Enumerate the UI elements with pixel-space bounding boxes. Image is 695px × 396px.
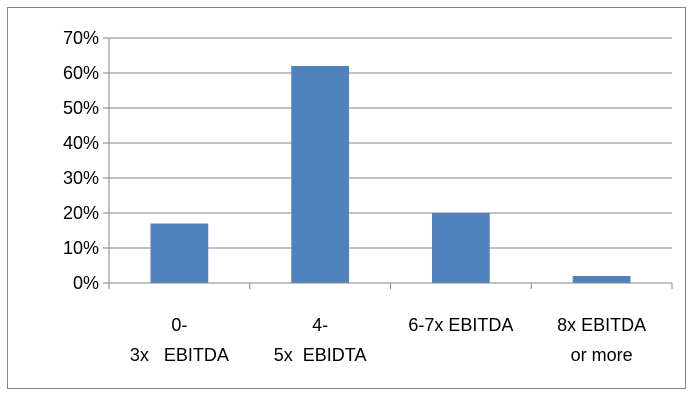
bar bbox=[150, 223, 209, 283]
bar bbox=[432, 213, 490, 283]
x-tick-label: 8x EBITDA or more bbox=[557, 315, 646, 365]
y-tick-label: 70% bbox=[63, 28, 99, 48]
y-tick-label: 40% bbox=[63, 133, 99, 153]
y-tick-label: 50% bbox=[63, 98, 99, 118]
x-tick-label: 4-5x EBIDTA bbox=[274, 315, 367, 365]
y-tick-label: 0% bbox=[73, 273, 99, 293]
bar bbox=[572, 276, 631, 283]
y-tick-label: 30% bbox=[63, 168, 99, 188]
y-tick-label: 10% bbox=[63, 238, 99, 258]
x-tick-label: 0-3x EBITDA bbox=[130, 315, 229, 365]
bar bbox=[291, 66, 349, 283]
x-tick-label: 6-7x EBITDA bbox=[408, 315, 513, 335]
y-tick-label: 20% bbox=[63, 203, 99, 223]
y-tick-label: 60% bbox=[63, 63, 99, 83]
